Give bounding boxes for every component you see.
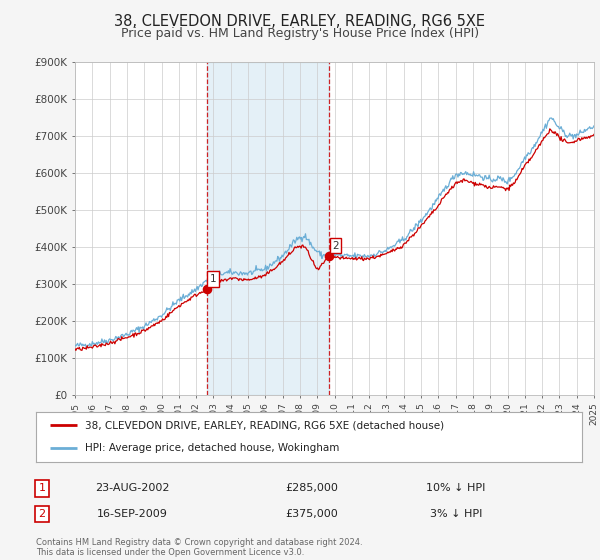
Text: £375,000: £375,000: [286, 509, 338, 519]
Text: 2: 2: [332, 241, 339, 251]
Text: HPI: Average price, detached house, Wokingham: HPI: Average price, detached house, Woki…: [85, 444, 340, 454]
Bar: [207, 62, 329, 395]
Text: 2: 2: [38, 509, 46, 519]
Text: 23-AUG-2002: 23-AUG-2002: [95, 483, 169, 493]
Text: 10% ↓ HPI: 10% ↓ HPI: [427, 483, 485, 493]
Text: 38, CLEVEDON DRIVE, EARLEY, READING, RG6 5XE: 38, CLEVEDON DRIVE, EARLEY, READING, RG6…: [115, 14, 485, 29]
Point: [202, 285, 212, 294]
Text: Price paid vs. HM Land Registry's House Price Index (HPI): Price paid vs. HM Land Registry's House …: [121, 27, 479, 40]
Point: [325, 251, 334, 260]
Text: 3% ↓ HPI: 3% ↓ HPI: [430, 509, 482, 519]
Text: 16-SEP-2009: 16-SEP-2009: [97, 509, 167, 519]
Text: 38, CLEVEDON DRIVE, EARLEY, READING, RG6 5XE (detached house): 38, CLEVEDON DRIVE, EARLEY, READING, RG6…: [85, 420, 444, 430]
Text: 1: 1: [38, 483, 46, 493]
Text: £285,000: £285,000: [286, 483, 338, 493]
Text: 1: 1: [210, 274, 217, 284]
Text: Contains HM Land Registry data © Crown copyright and database right 2024.
This d: Contains HM Land Registry data © Crown c…: [36, 538, 362, 557]
